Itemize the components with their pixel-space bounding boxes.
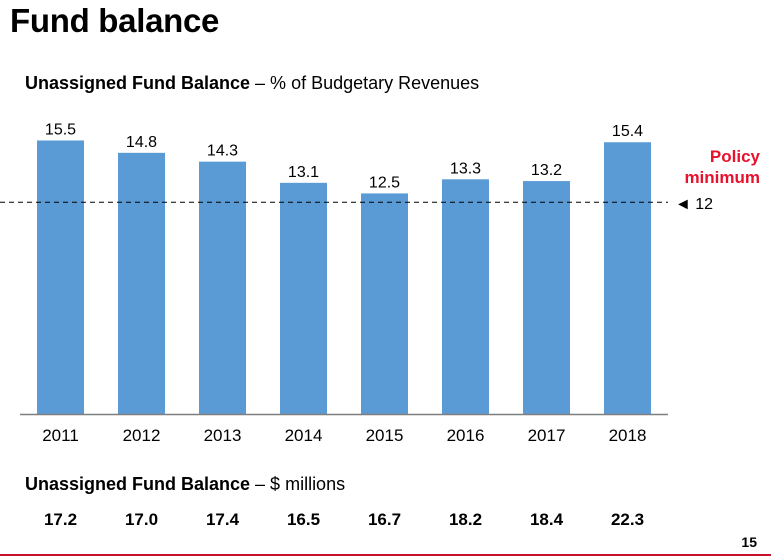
bar [37, 140, 84, 414]
dollars-subtitle: Unassigned Fund Balance – $ millions [25, 474, 345, 495]
dollars-subtitle-rest: – $ millions [250, 474, 346, 494]
bar-value-label: 12.5 [369, 174, 400, 191]
x-tick-label: 2017 [528, 426, 566, 445]
dollar-value: 17.4 [205, 510, 240, 529]
dollar-value: 17.2 [43, 510, 78, 529]
dollar-value: 17.0 [124, 510, 159, 529]
bar-value-label: 15.5 [45, 121, 76, 138]
chart-subtitle-bold: Unassigned Fund Balance [25, 73, 251, 93]
bar [604, 142, 651, 414]
bar [199, 161, 246, 414]
bar-value-label: 14.3 [207, 143, 238, 160]
bar [118, 152, 165, 414]
x-tick-label: 2018 [609, 426, 647, 445]
x-tick-label: 2013 [204, 426, 242, 445]
policy-label-line2: minimum [684, 168, 760, 187]
bar-value-label: 13.1 [288, 164, 319, 181]
dollar-value: 16.7 [367, 510, 402, 529]
bar [280, 182, 327, 414]
bar-value-label: 15.4 [612, 123, 643, 140]
bar [361, 193, 408, 414]
x-tick-label: 2016 [447, 426, 485, 445]
bottom-rule [0, 554, 771, 556]
policy-label-line1: Policy [709, 147, 760, 166]
bar-value-label: 13.3 [450, 160, 481, 177]
page-number: 15 [741, 534, 757, 550]
x-tick-label: 2012 [123, 426, 161, 445]
page-title: Fund balance [10, 2, 220, 39]
bar-value-label: 13.2 [531, 162, 562, 179]
x-tick-label: 2015 [366, 426, 404, 445]
chart-subtitle-rest: – % of Budgetary Revenues [250, 73, 480, 93]
dollar-value: 18.4 [529, 510, 564, 529]
chart-subtitle: Unassigned Fund Balance – % of Budgetary… [25, 73, 479, 94]
x-tick-label: 2014 [285, 426, 323, 445]
bar-value-label: 14.8 [126, 134, 157, 151]
bar [523, 181, 570, 414]
bar [442, 179, 489, 414]
bar-chart: 15.5 2011 14.8 2012 14.3 2013 13.1 2014 12.5 2015… [0, 121, 668, 445]
x-tick-label: 2011 [42, 426, 79, 445]
dollar-value: 18.2 [448, 510, 483, 529]
dollars-subtitle-bold: Unassigned Fund Balance [25, 474, 251, 494]
dollars-row: 17.2 17.0 17.4 16.5 16.7 18.2 18.4 22.3 [0, 510, 771, 534]
policy-minimum-label: Policy minimum [660, 146, 760, 188]
dollar-value: 16.5 [286, 510, 321, 529]
policy-minimum-value: ◄ 12 [675, 196, 714, 213]
dollar-value: 22.3 [610, 510, 645, 529]
